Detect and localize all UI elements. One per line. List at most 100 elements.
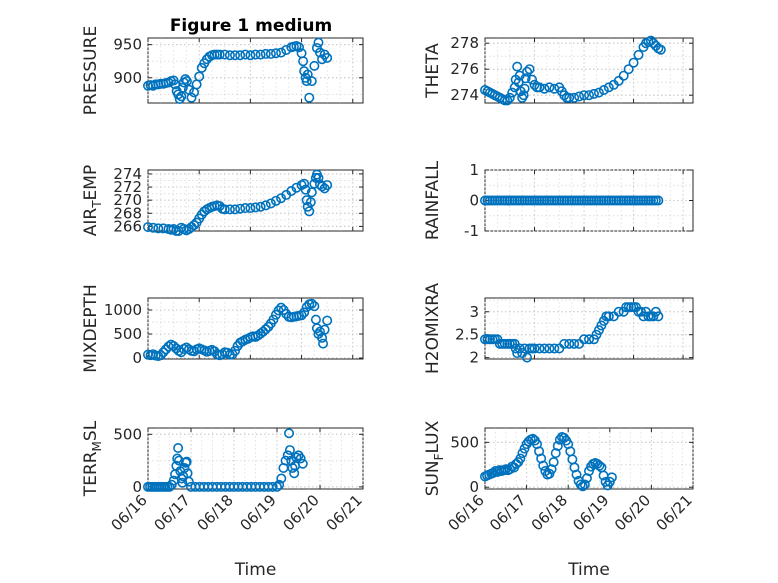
data-point (286, 185, 297, 196)
data-point (527, 74, 538, 85)
data-point (287, 462, 298, 473)
data-point (250, 202, 261, 213)
data-point (520, 73, 531, 84)
figure-title: Figure 1 medium (170, 16, 332, 36)
y-tick-label: 500 (113, 325, 142, 343)
data-point (186, 92, 197, 103)
y-tick-label: 272 (113, 178, 142, 196)
y-axis-label: H2OMIXRA (423, 283, 443, 374)
data-point (274, 479, 285, 490)
data-point (240, 49, 251, 60)
data-point (298, 56, 309, 67)
y-tick-label: 2 (469, 349, 479, 367)
data-point (305, 197, 316, 208)
y-tick-label: 0 (132, 478, 142, 496)
data-point (301, 76, 312, 87)
y-tick-label: 900 (113, 69, 142, 87)
data-point (539, 343, 550, 354)
data-point (633, 49, 644, 60)
data-point (294, 42, 305, 53)
y-tick-label: -1 (464, 222, 479, 240)
y-tick-label: 268 (113, 204, 142, 222)
data-point (519, 83, 530, 94)
data-point (645, 35, 656, 46)
y-tick-label: 500 (113, 425, 142, 443)
data-point (180, 74, 191, 85)
y-axis-label: TERRMSL (81, 420, 104, 497)
data-point (534, 82, 545, 93)
data-point (260, 200, 271, 211)
data-point (260, 48, 271, 59)
y-tick-label: 270 (113, 191, 142, 209)
data-point (564, 338, 575, 349)
data-point (306, 298, 317, 309)
data-point (224, 204, 235, 215)
subplot-4: -1 0 1 RAINFALL (423, 160, 694, 240)
y-axis-label: RAINFALL (423, 160, 443, 240)
data-point (284, 428, 295, 439)
data-point (613, 306, 624, 317)
data-point (181, 456, 192, 467)
subplot-1: 900 950 PRESSURE (81, 26, 364, 115)
data-point (306, 187, 317, 198)
data-point (318, 338, 329, 349)
data-point (314, 326, 325, 337)
data-point (183, 476, 194, 487)
y-tick-label: 1 (469, 161, 479, 179)
data-point (306, 76, 317, 87)
data-point (245, 203, 256, 214)
subplot-2: 274 276 278 THETA (423, 34, 694, 106)
y-axis-label: AIRTEMP (81, 165, 104, 236)
data-point (529, 79, 540, 90)
data-point (544, 343, 555, 354)
data-point (504, 92, 515, 103)
data-point (214, 49, 225, 60)
data-point (291, 452, 302, 463)
data-point (583, 90, 594, 101)
data-point (577, 481, 588, 492)
data-point (299, 307, 310, 318)
data-point (655, 44, 666, 55)
data-point (559, 90, 570, 101)
data-point (606, 472, 617, 483)
y-axis-label: PRESSURE (81, 26, 101, 115)
y-axis-label: THETA (423, 43, 443, 99)
y-tick-label: 2.5 (455, 326, 479, 344)
y-tick-label: 0 (469, 192, 479, 210)
y-tick-label: 266 (113, 217, 142, 235)
data-point (300, 184, 311, 195)
data-point (304, 206, 315, 217)
data-point (297, 458, 308, 469)
y-tick-label: 276 (450, 60, 479, 78)
data-point (309, 60, 320, 71)
data-point (514, 70, 525, 81)
data-point (265, 198, 276, 209)
data-point (515, 453, 526, 464)
data-point (309, 301, 320, 312)
data-point (603, 311, 614, 322)
data-point (549, 343, 560, 354)
data-point (265, 48, 276, 59)
data-point (270, 48, 281, 59)
data-point (276, 302, 287, 313)
data-point (574, 91, 585, 102)
x-axis-label: Time (234, 560, 277, 580)
data-point (579, 479, 590, 490)
data-point (295, 453, 306, 464)
y-tick-label: 274 (450, 86, 479, 104)
data-point (143, 222, 154, 233)
data-point (255, 201, 266, 212)
data-point (322, 180, 333, 191)
data-point (199, 206, 210, 217)
data-point (304, 92, 315, 103)
data-point (177, 477, 188, 488)
data-point (280, 455, 291, 466)
data-point (648, 38, 659, 49)
data-point (230, 345, 241, 356)
data-point (623, 64, 634, 75)
data-point (179, 462, 190, 473)
y-tick-label: 500 (450, 433, 479, 451)
y-tick-label: 1000 (104, 301, 142, 319)
